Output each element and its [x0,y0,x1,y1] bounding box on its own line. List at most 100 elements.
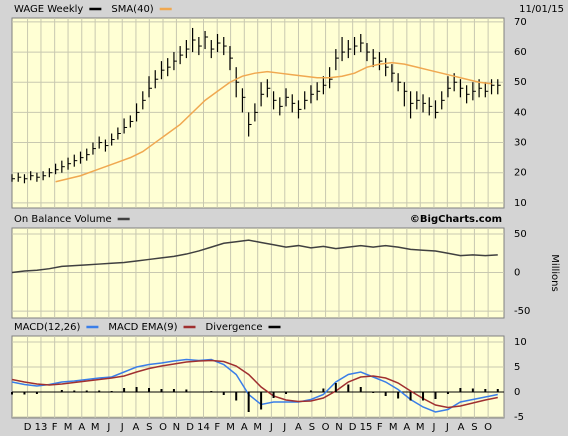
x-tick-label: S [309,422,315,433]
x-tick-label: A [403,422,410,433]
y-tick-label: 10 [514,198,527,209]
x-tick-label: M [389,422,398,433]
x-tick-label: N [173,422,180,433]
divergence-bar [260,392,263,410]
y-axis-label: Millions [549,254,560,291]
x-tick-label: M [416,422,425,433]
legend-label: Divergence [206,322,263,333]
x-tick-label: M [91,422,100,433]
y-tick-label: 70 [514,17,527,28]
divergence-bar [197,391,200,392]
divergence-bar [148,388,151,392]
divergence-bar [11,392,13,395]
x-tick-label: J [120,422,124,433]
y-tick-label: 5 [514,362,520,373]
x-tick-label: A [133,422,140,433]
y-tick-label: -5 [514,412,524,423]
divergence-bar [160,389,163,392]
divergence-bar [210,391,213,392]
divergence-bar [334,383,337,392]
x-tick-label: A [458,422,465,433]
series-line [11,358,498,413]
y-tick-label: 20 [514,168,527,179]
divergence-bar [459,388,462,392]
divergence-bar [23,392,26,395]
divergence-bar [471,388,474,392]
y-tick-label: 0 [514,387,520,398]
x-tick-label: 13 [35,422,48,433]
divergence-bar [372,392,375,393]
x-tick-label: J [269,422,273,433]
divergence-bar [110,391,113,392]
divergence-bar [185,389,188,392]
x-tick-label: O [322,422,330,433]
divergence-bar [347,384,350,392]
divergence-bar [397,392,400,399]
x-tick-label: A [295,422,302,433]
x-tick-label: J [445,422,449,433]
divergence-bar [98,390,101,392]
x-tick-label: N [335,422,342,433]
divergence-bar [409,392,412,401]
divergence-bar [484,389,487,392]
series-line [55,61,492,183]
divergence-bar [85,390,88,392]
divergence-bar [60,390,63,392]
x-tick-label: J [431,422,435,433]
divergence-bar [434,392,437,399]
x-tick-label: D [186,422,194,433]
x-tick-label: A [241,422,248,433]
x-tick-label: 14 [197,422,210,433]
divergence-bar [247,392,250,412]
divergence-bar [322,388,325,392]
legend-label: WAGE Weekly [14,4,83,15]
x-tick-label: S [471,422,477,433]
x-tick-label: F [214,422,220,433]
x-tick-label: M [253,422,262,433]
x-tick-label: F [377,422,383,433]
divergence-bar [272,392,275,398]
divergence-bar [359,387,362,392]
divergence-bar [48,391,51,392]
y-tick-label: 40 [514,107,527,118]
credit: ©BigCharts.com [410,214,502,225]
x-tick-label: 15 [360,422,373,433]
date-label: 11/01/15 [519,4,564,15]
series-line [11,359,498,409]
x-tick-label: O [159,422,167,433]
y-tick-label: 0 [514,268,520,279]
legend-label: MACD EMA(9) [108,322,177,333]
y-tick-label: 50 [514,229,527,240]
series-line [11,239,498,274]
x-tick-label: F [52,422,58,433]
divergence-bar [222,392,225,395]
x-tick-label: J [106,422,110,433]
divergence-bar [73,390,76,392]
x-tick-label: A [78,422,85,433]
divergence-bar [35,392,38,394]
x-tick-label: D [24,422,32,433]
divergence-bar [135,387,138,392]
x-tick-label: S [146,422,152,433]
divergence-bar [309,390,312,392]
y-tick-label: 50 [514,77,527,88]
divergence-bar [235,392,238,401]
divergence-bar [172,389,175,392]
y-tick-label: 30 [514,138,527,149]
divergence-bar [384,392,387,396]
divergence-bar [422,392,425,401]
legend-label: SMA(40) [111,4,153,15]
y-tick-label: 10 [514,337,527,348]
divergence-bar [446,392,449,394]
divergence-bar [297,392,300,393]
divergence-bar [123,388,126,392]
x-tick-label: M [64,422,73,433]
x-tick-label: O [484,422,492,433]
divergence-bar [496,389,499,392]
y-tick-label: -50 [514,306,530,317]
divergence-bar [285,392,288,394]
legend-label: MACD(12,26) [14,322,81,333]
legend-label: On Balance Volume [14,214,112,225]
x-tick-label: M [226,422,235,433]
